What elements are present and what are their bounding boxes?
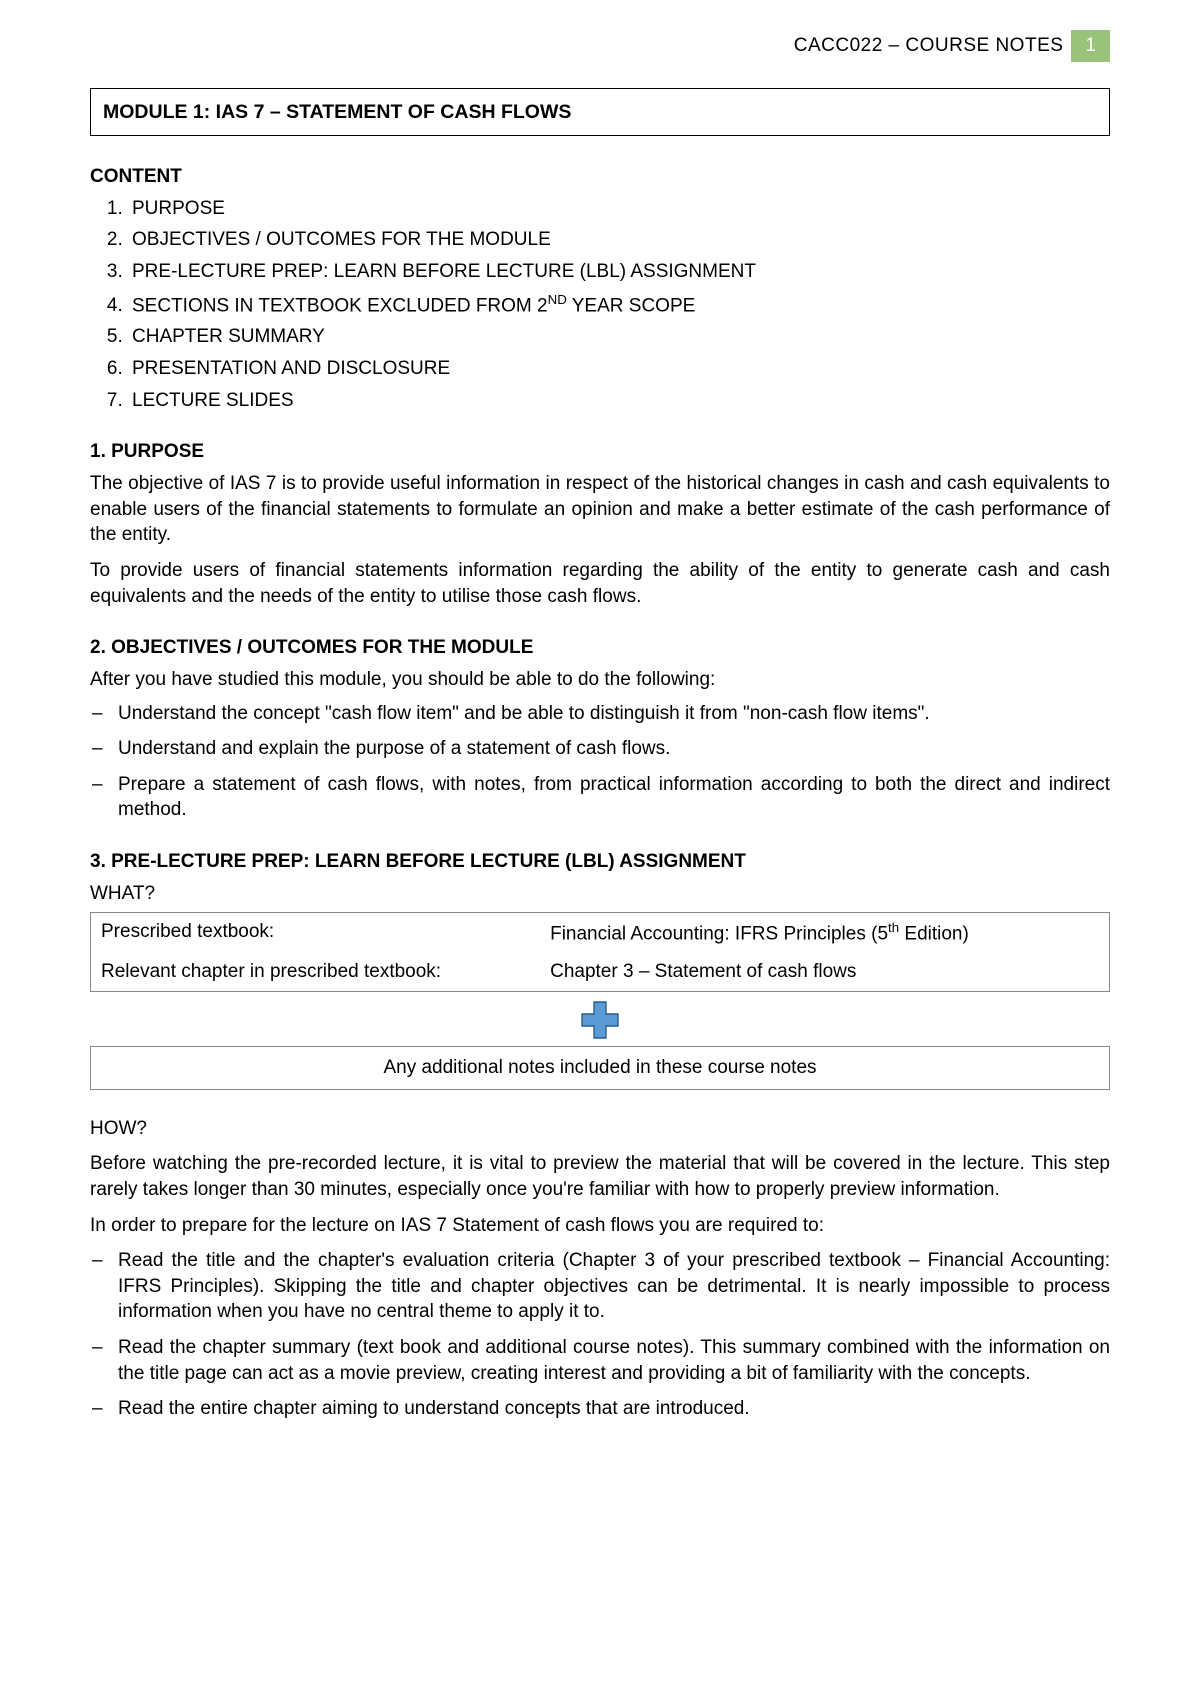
page-header: CACC022 – COURSE NOTES 1	[90, 30, 1110, 62]
purpose-para: The objective of IAS 7 is to provide use…	[90, 471, 1110, 548]
table-cell: Prescribed textbook:	[101, 919, 550, 947]
table-row: Relevant chapter in prescribed textbook:…	[91, 953, 1109, 991]
content-item-sup: ND	[548, 292, 567, 307]
table-cell: Relevant chapter in prescribed textbook:	[101, 959, 550, 985]
content-item: LECTURE SLIDES	[128, 388, 1110, 414]
how-para: Before watching the pre-recorded lecture…	[90, 1151, 1110, 1202]
plus-icon-wrap	[90, 1000, 1110, 1040]
what-table: Prescribed textbook: Financial Accountin…	[90, 912, 1110, 992]
table-cell: Chapter 3 – Statement of cash flows	[550, 959, 1099, 985]
table-cell-text: Financial Accounting: IFRS Principles (5	[550, 924, 888, 945]
additional-notes-box: Any additional notes included in these c…	[90, 1046, 1110, 1090]
table-cell: Financial Accounting: IFRS Principles (5…	[550, 919, 1099, 947]
content-item: SECTIONS IN TEXTBOOK EXCLUDED FROM 2ND Y…	[128, 291, 1110, 319]
plus-icon-path	[582, 1002, 618, 1038]
prelecture-heading: 3. PRE-LECTURE PREP: LEARN BEFORE LECTUR…	[90, 849, 1110, 875]
content-item: PRE-LECTURE PREP: LEARN BEFORE LECTURE (…	[128, 259, 1110, 285]
objectives-heading: 2. OBJECTIVES / OUTCOMES FOR THE MODULE	[90, 635, 1110, 661]
table-cell-sup: th	[888, 920, 899, 935]
content-item: PURPOSE	[128, 196, 1110, 222]
how-para: In order to prepare for the lecture on I…	[90, 1213, 1110, 1239]
content-item-tail: YEAR SCOPE	[567, 295, 695, 316]
purpose-heading: 1. PURPOSE	[90, 439, 1110, 465]
content-item: CHAPTER SUMMARY	[128, 324, 1110, 350]
plus-icon	[580, 1000, 620, 1040]
objectives-bullet: Understand and explain the purpose of a …	[90, 736, 1110, 762]
page-number-badge: 1	[1071, 30, 1110, 62]
what-label: WHAT?	[90, 881, 1110, 907]
objectives-bullet: Understand the concept "cash flow item" …	[90, 701, 1110, 727]
content-item-text: SECTIONS IN TEXTBOOK EXCLUDED FROM 2	[132, 295, 548, 316]
how-list: Read the title and the chapter's evaluat…	[90, 1248, 1110, 1422]
content-heading: CONTENT	[90, 164, 1110, 190]
objectives-intro: After you have studied this module, you …	[90, 667, 1110, 693]
how-bullet: Read the title and the chapter's evaluat…	[90, 1248, 1110, 1325]
course-code-label: CACC022 – COURSE NOTES	[794, 33, 1072, 59]
table-row: Prescribed textbook: Financial Accountin…	[91, 913, 1109, 953]
how-bullet: Read the chapter summary (text book and …	[90, 1335, 1110, 1386]
objectives-list: Understand the concept "cash flow item" …	[90, 701, 1110, 824]
objectives-bullet: Prepare a statement of cash flows, with …	[90, 772, 1110, 823]
content-list: PURPOSE OBJECTIVES / OUTCOMES FOR THE MO…	[90, 196, 1110, 414]
purpose-para: To provide users of financial statements…	[90, 558, 1110, 609]
module-title: MODULE 1: IAS 7 – STATEMENT OF CASH FLOW…	[90, 88, 1110, 136]
table-cell-text: Edition)	[899, 924, 969, 945]
content-item: PRESENTATION AND DISCLOSURE	[128, 356, 1110, 382]
content-item: OBJECTIVES / OUTCOMES FOR THE MODULE	[128, 227, 1110, 253]
how-bullet: Read the entire chapter aiming to unders…	[90, 1396, 1110, 1422]
how-label: HOW?	[90, 1116, 1110, 1142]
